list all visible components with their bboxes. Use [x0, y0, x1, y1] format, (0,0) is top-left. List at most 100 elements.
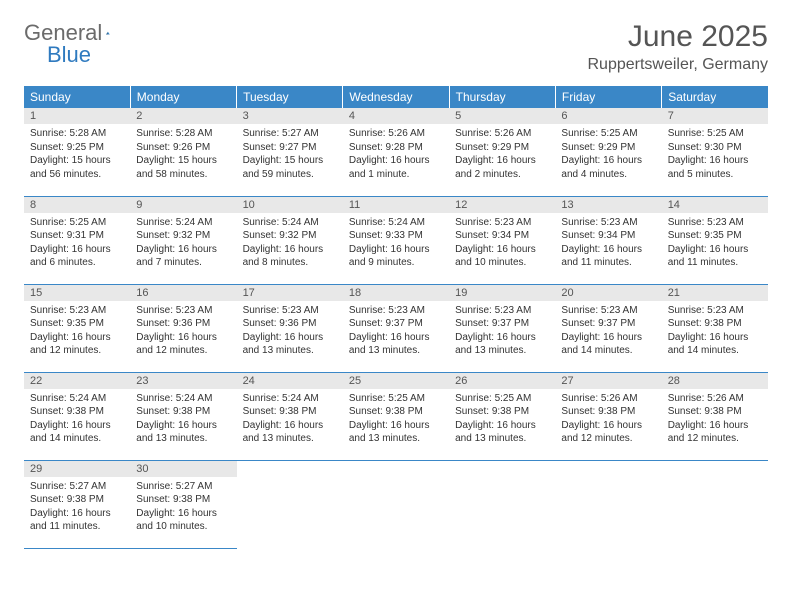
day-number: 23 — [130, 373, 236, 389]
sunset-text: Sunset: 9:38 PM — [668, 405, 762, 419]
day-number: 8 — [24, 197, 130, 213]
daylight-text: Daylight: 16 hours and 10 minutes. — [136, 507, 230, 534]
daylight-text: Daylight: 16 hours and 13 minutes. — [455, 419, 549, 446]
sunset-text: Sunset: 9:38 PM — [455, 405, 549, 419]
day-body: Sunrise: 5:24 AMSunset: 9:38 PMDaylight:… — [24, 389, 130, 450]
daylight-text: Daylight: 15 hours and 56 minutes. — [30, 154, 124, 181]
day-body: Sunrise: 5:26 AMSunset: 9:28 PMDaylight:… — [343, 124, 449, 185]
day-body: Sunrise: 5:25 AMSunset: 9:31 PMDaylight:… — [24, 213, 130, 274]
day-cell — [662, 460, 768, 548]
day-body: Sunrise: 5:24 AMSunset: 9:38 PMDaylight:… — [237, 389, 343, 450]
day-body: Sunrise: 5:24 AMSunset: 9:38 PMDaylight:… — [130, 389, 236, 450]
sunset-text: Sunset: 9:26 PM — [136, 141, 230, 155]
day-body: Sunrise: 5:23 AMSunset: 9:37 PMDaylight:… — [449, 301, 555, 362]
sunrise-text: Sunrise: 5:26 AM — [455, 127, 549, 141]
sunset-text: Sunset: 9:38 PM — [30, 493, 124, 507]
day-body: Sunrise: 5:23 AMSunset: 9:34 PMDaylight:… — [449, 213, 555, 274]
day-cell: 11Sunrise: 5:24 AMSunset: 9:33 PMDayligh… — [343, 196, 449, 284]
page-title: June 2025 — [587, 20, 768, 54]
daylight-text: Daylight: 16 hours and 11 minutes. — [30, 507, 124, 534]
daylight-text: Daylight: 16 hours and 11 minutes. — [561, 243, 655, 270]
day-cell: 24Sunrise: 5:24 AMSunset: 9:38 PMDayligh… — [237, 372, 343, 460]
daylight-text: Daylight: 16 hours and 12 minutes. — [561, 419, 655, 446]
sunrise-text: Sunrise: 5:23 AM — [561, 216, 655, 230]
sunrise-text: Sunrise: 5:23 AM — [668, 304, 762, 318]
daylight-text: Daylight: 16 hours and 9 minutes. — [349, 243, 443, 270]
day-number: 26 — [449, 373, 555, 389]
day-body: Sunrise: 5:23 AMSunset: 9:37 PMDaylight:… — [343, 301, 449, 362]
day-cell: 4Sunrise: 5:26 AMSunset: 9:28 PMDaylight… — [343, 108, 449, 196]
sunrise-text: Sunrise: 5:23 AM — [561, 304, 655, 318]
day-number: 14 — [662, 197, 768, 213]
day-body: Sunrise: 5:27 AMSunset: 9:38 PMDaylight:… — [130, 477, 236, 538]
day-body: Sunrise: 5:23 AMSunset: 9:36 PMDaylight:… — [130, 301, 236, 362]
day-number: 27 — [555, 373, 661, 389]
day-number: 6 — [555, 108, 661, 124]
day-cell — [449, 460, 555, 548]
day-number: 16 — [130, 285, 236, 301]
calendar-row: 8Sunrise: 5:25 AMSunset: 9:31 PMDaylight… — [24, 196, 768, 284]
day-body: Sunrise: 5:28 AMSunset: 9:25 PMDaylight:… — [24, 124, 130, 185]
day-body: Sunrise: 5:25 AMSunset: 9:30 PMDaylight:… — [662, 124, 768, 185]
day-number: 21 — [662, 285, 768, 301]
day-body: Sunrise: 5:25 AMSunset: 9:38 PMDaylight:… — [343, 389, 449, 450]
sunset-text: Sunset: 9:36 PM — [136, 317, 230, 331]
day-cell: 17Sunrise: 5:23 AMSunset: 9:36 PMDayligh… — [237, 284, 343, 372]
day-number: 28 — [662, 373, 768, 389]
day-cell: 26Sunrise: 5:25 AMSunset: 9:38 PMDayligh… — [449, 372, 555, 460]
day-cell: 25Sunrise: 5:25 AMSunset: 9:38 PMDayligh… — [343, 372, 449, 460]
location-text: Ruppertsweiler, Germany — [587, 56, 768, 74]
day-cell: 23Sunrise: 5:24 AMSunset: 9:38 PMDayligh… — [130, 372, 236, 460]
daylight-text: Daylight: 15 hours and 58 minutes. — [136, 154, 230, 181]
day-cell: 22Sunrise: 5:24 AMSunset: 9:38 PMDayligh… — [24, 372, 130, 460]
day-body: Sunrise: 5:23 AMSunset: 9:37 PMDaylight:… — [555, 301, 661, 362]
day-number: 10 — [237, 197, 343, 213]
daylight-text: Daylight: 16 hours and 13 minutes. — [349, 331, 443, 358]
sunset-text: Sunset: 9:37 PM — [349, 317, 443, 331]
sunset-text: Sunset: 9:33 PM — [349, 229, 443, 243]
day-number: 12 — [449, 197, 555, 213]
day-cell: 19Sunrise: 5:23 AMSunset: 9:37 PMDayligh… — [449, 284, 555, 372]
weekday-header: Wednesday — [343, 86, 449, 108]
day-number: 29 — [24, 461, 130, 477]
day-number: 1 — [24, 108, 130, 124]
sunrise-text: Sunrise: 5:23 AM — [30, 304, 124, 318]
sunrise-text: Sunrise: 5:26 AM — [668, 392, 762, 406]
day-number: 7 — [662, 108, 768, 124]
day-body: Sunrise: 5:25 AMSunset: 9:38 PMDaylight:… — [449, 389, 555, 450]
day-body: Sunrise: 5:23 AMSunset: 9:38 PMDaylight:… — [662, 301, 768, 362]
day-body: Sunrise: 5:23 AMSunset: 9:35 PMDaylight:… — [662, 213, 768, 274]
day-number: 25 — [343, 373, 449, 389]
sunset-text: Sunset: 9:38 PM — [349, 405, 443, 419]
day-cell: 7Sunrise: 5:25 AMSunset: 9:30 PMDaylight… — [662, 108, 768, 196]
weekday-header: Thursday — [449, 86, 555, 108]
daylight-text: Daylight: 16 hours and 12 minutes. — [668, 419, 762, 446]
sunset-text: Sunset: 9:32 PM — [243, 229, 337, 243]
day-body: Sunrise: 5:26 AMSunset: 9:38 PMDaylight:… — [662, 389, 768, 450]
day-number: 2 — [130, 108, 236, 124]
day-number: 17 — [237, 285, 343, 301]
calendar-row: 15Sunrise: 5:23 AMSunset: 9:35 PMDayligh… — [24, 284, 768, 372]
sunset-text: Sunset: 9:29 PM — [455, 141, 549, 155]
day-body: Sunrise: 5:23 AMSunset: 9:35 PMDaylight:… — [24, 301, 130, 362]
day-cell: 1Sunrise: 5:28 AMSunset: 9:25 PMDaylight… — [24, 108, 130, 196]
calendar-row: 29Sunrise: 5:27 AMSunset: 9:38 PMDayligh… — [24, 460, 768, 548]
daylight-text: Daylight: 16 hours and 13 minutes. — [243, 419, 337, 446]
day-number: 11 — [343, 197, 449, 213]
daylight-text: Daylight: 16 hours and 12 minutes. — [136, 331, 230, 358]
weekday-header: Monday — [130, 86, 236, 108]
weekday-header-row: Sunday Monday Tuesday Wednesday Thursday… — [24, 86, 768, 108]
sunrise-text: Sunrise: 5:25 AM — [349, 392, 443, 406]
sunset-text: Sunset: 9:32 PM — [136, 229, 230, 243]
day-number: 15 — [24, 285, 130, 301]
sunset-text: Sunset: 9:38 PM — [136, 405, 230, 419]
daylight-text: Daylight: 16 hours and 2 minutes. — [455, 154, 549, 181]
daylight-text: Daylight: 16 hours and 8 minutes. — [243, 243, 337, 270]
day-cell: 8Sunrise: 5:25 AMSunset: 9:31 PMDaylight… — [24, 196, 130, 284]
daylight-text: Daylight: 16 hours and 13 minutes. — [136, 419, 230, 446]
sunset-text: Sunset: 9:34 PM — [561, 229, 655, 243]
day-number: 18 — [343, 285, 449, 301]
daylight-text: Daylight: 16 hours and 11 minutes. — [668, 243, 762, 270]
sunrise-text: Sunrise: 5:25 AM — [561, 127, 655, 141]
weekday-header: Tuesday — [237, 86, 343, 108]
